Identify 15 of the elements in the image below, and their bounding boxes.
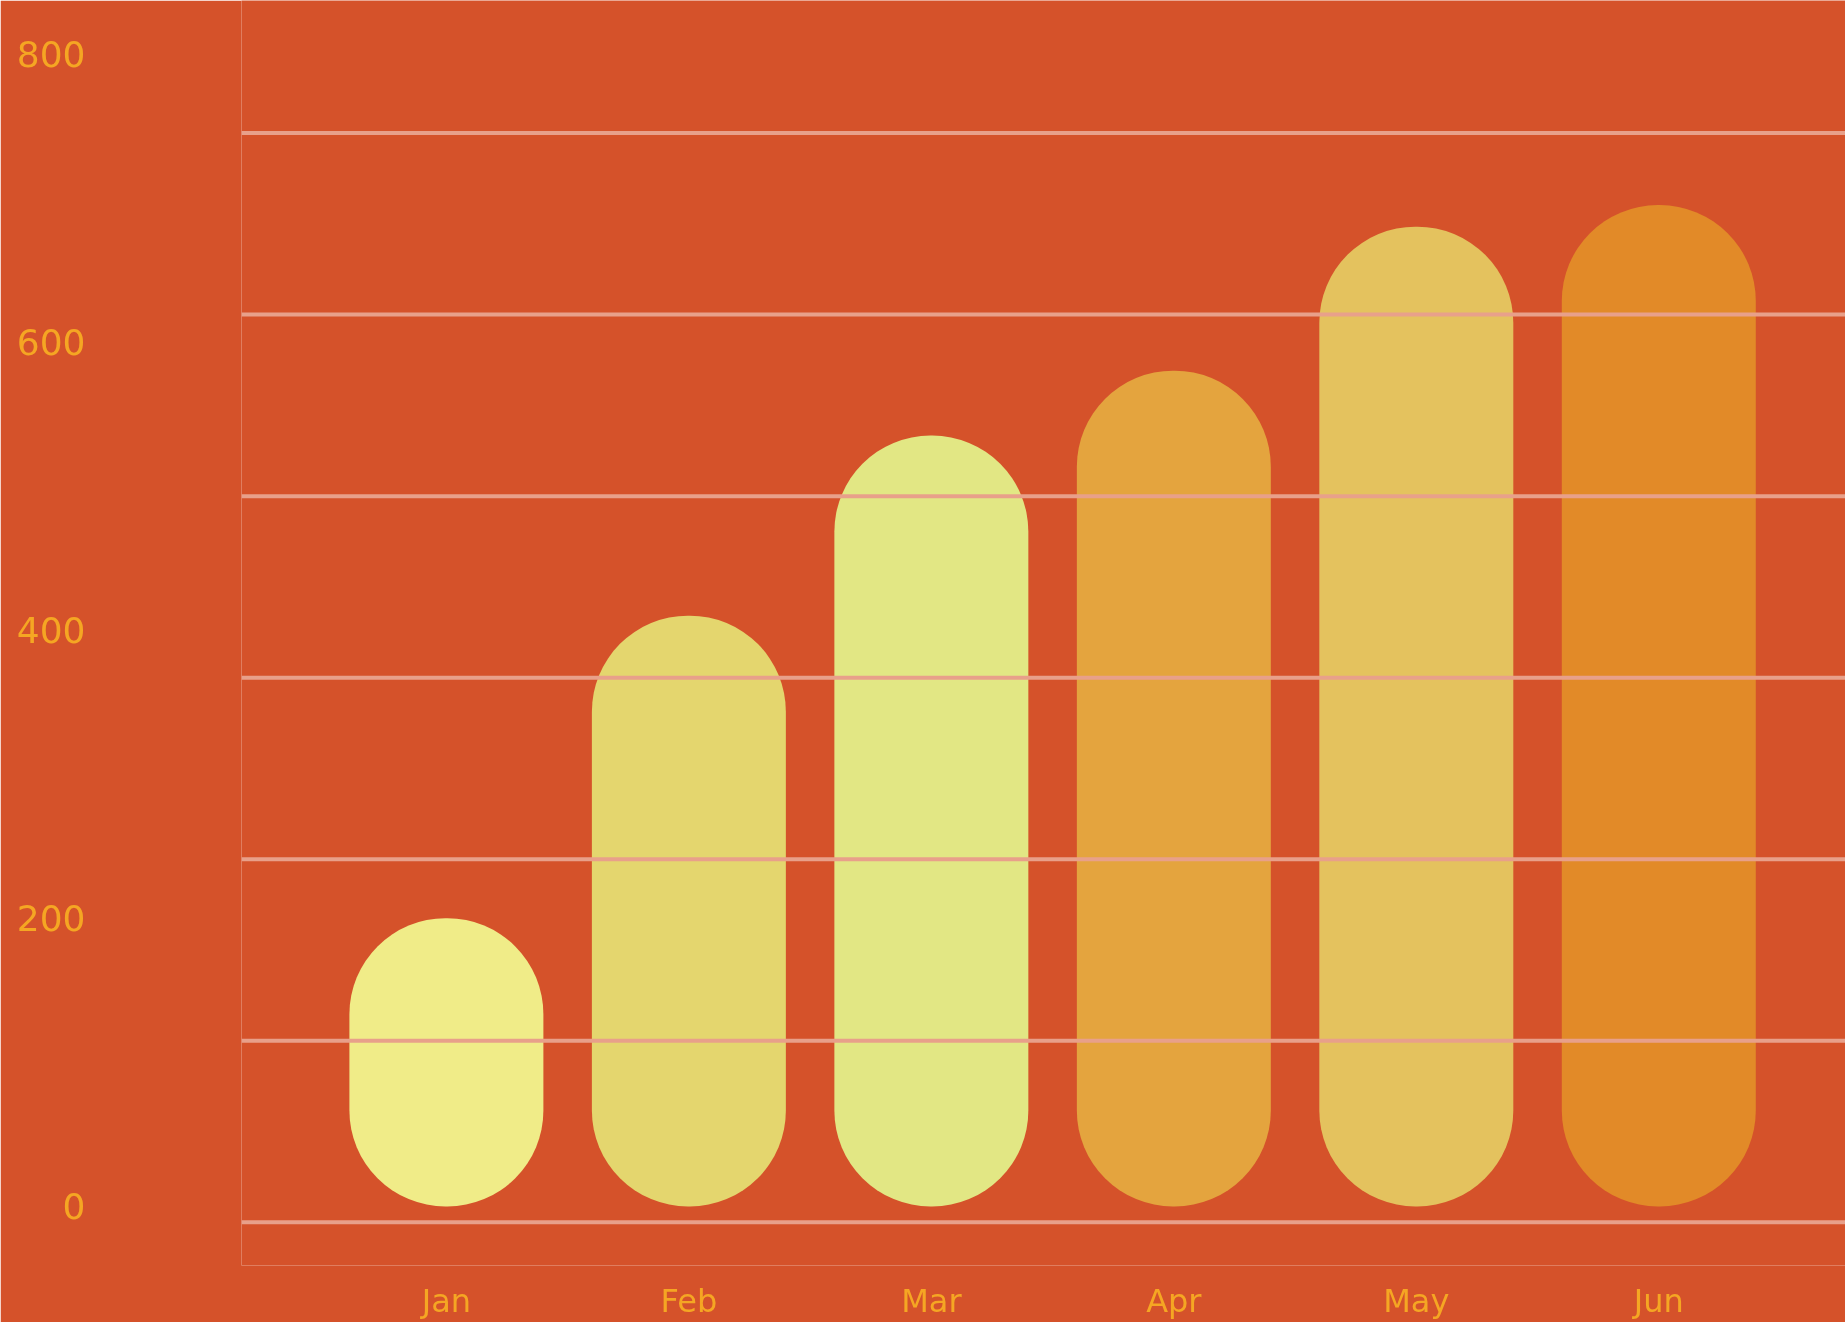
bar [834,435,1029,1207]
x-tick-label: Apr [1146,1281,1203,1320]
y-tick-label: 0 [62,1186,86,1228]
bar [1561,205,1756,1207]
bar [1319,226,1514,1207]
y-tick-label: 800 [16,33,86,75]
y-tick-label: 600 [16,321,86,363]
x-tick-label: Jun [1631,1281,1684,1320]
x-tick-label: Jan [419,1281,472,1320]
x-tick-label: May [1383,1281,1450,1320]
bar [1076,370,1271,1207]
y-tick-label: 200 [16,898,86,940]
y-tick-label: 400 [16,610,86,652]
x-tick-label: Feb [660,1281,718,1320]
x-tick-label: Mar [901,1281,963,1320]
